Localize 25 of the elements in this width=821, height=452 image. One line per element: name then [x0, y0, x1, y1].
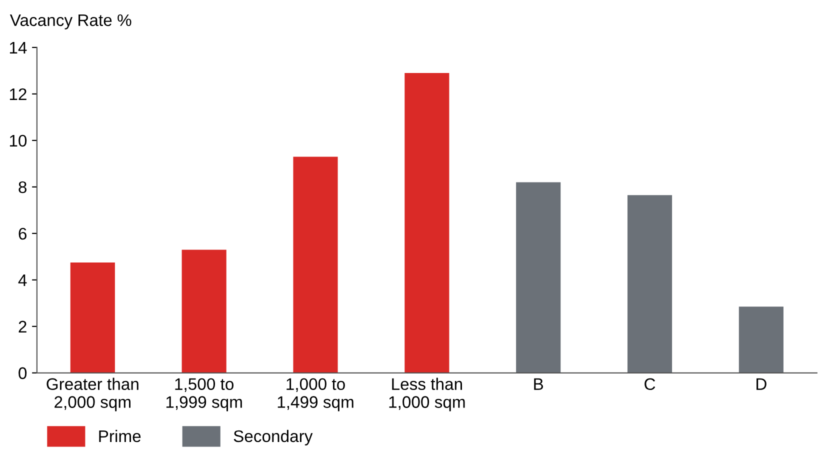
y-tick-label: 12 [10, 88, 26, 100]
y-tick-label: 0 [18, 367, 27, 380]
x-tick-label: 1,500 to 1,999 sqm [166, 378, 242, 412]
bar [627, 195, 672, 373]
bar [516, 182, 561, 373]
legend-label: Secondary [234, 430, 313, 446]
x-tick-label: 1,000 to 1,499 sqm [278, 378, 354, 412]
x-tick-label: D [756, 378, 766, 390]
legend-label: Prime [99, 430, 141, 442]
y-tick-label: 4 [18, 274, 27, 286]
bar [293, 156, 338, 373]
bar [182, 250, 226, 373]
y-tick-label: 6 [18, 228, 26, 240]
y-tick-label: 8 [18, 181, 26, 194]
x-tick-label: C [644, 378, 656, 390]
y-tick-label: 14 [10, 42, 27, 54]
x-tick-label: Greater than 2,000 sqm [46, 378, 138, 412]
bar [738, 306, 784, 373]
bar [404, 73, 450, 373]
bar [70, 262, 115, 373]
x-tick-label: B [534, 378, 544, 390]
y-axis-title: Vacancy Rate % [10, 14, 132, 30]
y-tick-label: 10 [10, 134, 27, 147]
y-tick-label: 2 [18, 320, 26, 332]
x-tick-label: Less than 1,000 sqm [389, 378, 465, 412]
